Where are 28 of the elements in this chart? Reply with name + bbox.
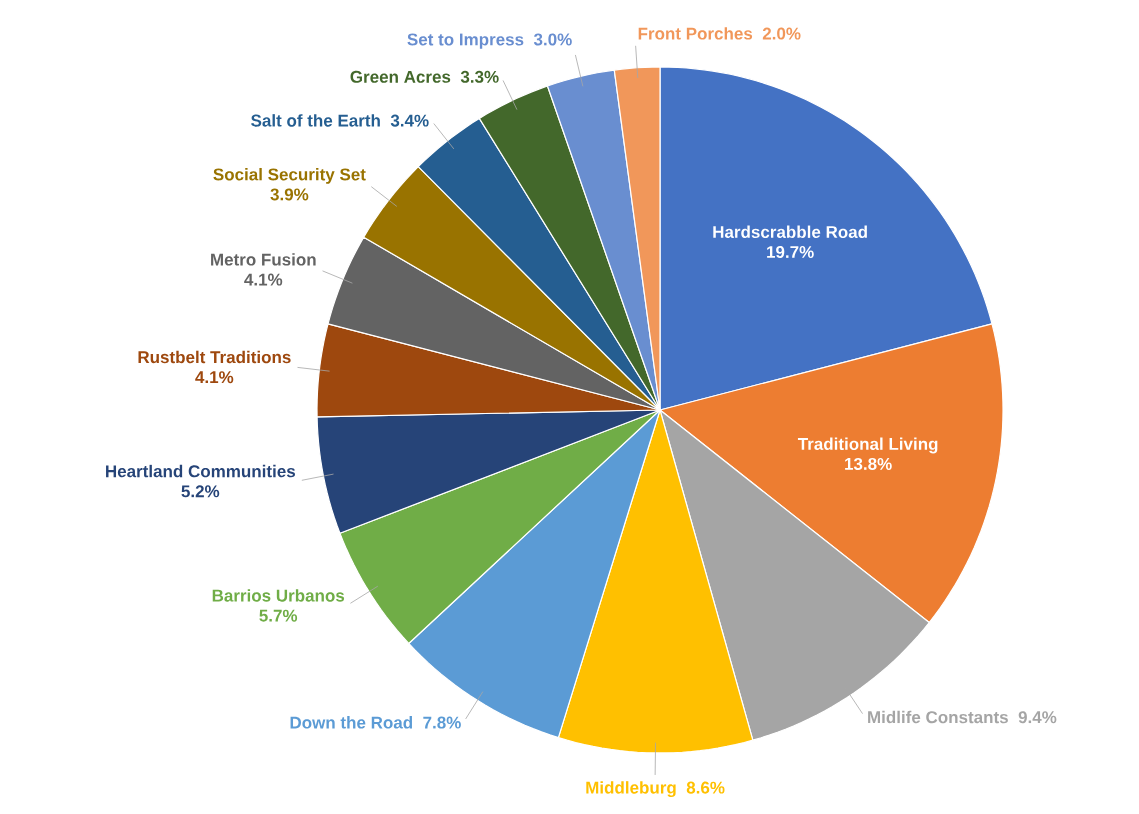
slice-label: Social Security Set	[213, 167, 366, 184]
slice-label: Heartland Communities	[106, 464, 295, 478]
slice-label: Green Acres	[350, 70, 451, 83]
data-label: 5.2%	[181, 485, 220, 498]
data-label: 2.0%	[762, 27, 801, 40]
slice-label: Barrios Urbanos	[212, 589, 345, 602]
data-label: 4.1%	[244, 273, 283, 286]
data-label: 3.9%	[270, 188, 309, 201]
slice-label: Front Porches	[638, 27, 753, 40]
data-label: 8.6%	[686, 781, 725, 794]
data-label: 9.4%	[1018, 711, 1057, 724]
data-label: 3.4%	[390, 114, 429, 127]
slice-label: Metro Fusion	[211, 253, 316, 266]
data-label: 7.8%	[423, 716, 461, 729]
slice-label: Down the Road	[290, 716, 413, 729]
slice-label: Traditional Living	[797, 437, 938, 454]
slice-label: Set to Impress	[407, 33, 524, 49]
data-label: 4.1%	[195, 371, 234, 384]
slice-label: Middleburg	[586, 781, 676, 798]
data-label: 19.7%	[767, 245, 814, 259]
slice-label: Rustbelt Traditions	[138, 350, 291, 364]
slice-label: Salt of the Earth	[251, 114, 380, 127]
slice-label: Hardscrabble Road	[713, 225, 867, 239]
data-label: 3.0%	[533, 33, 572, 46]
data-label: 5.7%	[259, 609, 298, 622]
data-label: 3.3%	[460, 70, 499, 83]
slice-label: Midlife Constants	[868, 710, 1008, 724]
data-label: 13.8%	[845, 457, 892, 470]
